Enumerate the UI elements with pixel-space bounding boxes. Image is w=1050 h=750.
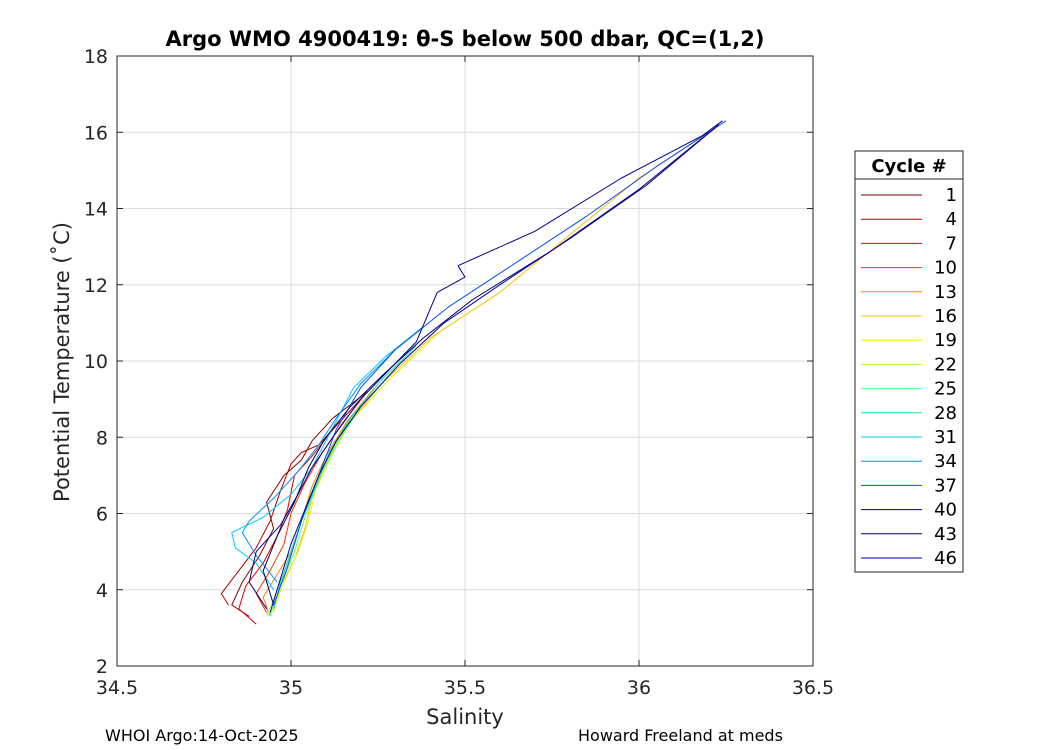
legend-label-16: 16 xyxy=(934,306,957,327)
series-line-cycle-19 xyxy=(273,333,438,609)
y-tick-label: 2 xyxy=(96,656,108,678)
legend-label-25: 25 xyxy=(934,379,957,400)
y-tick-label: 18 xyxy=(84,46,108,68)
x-axis-label: Salinity xyxy=(426,705,504,729)
legend-label-28: 28 xyxy=(934,403,957,424)
legend-label-7: 7 xyxy=(946,233,957,254)
legend-label-22: 22 xyxy=(934,354,957,375)
y-tick-label: 4 xyxy=(96,580,108,602)
legend-title: Cycle # xyxy=(871,156,946,177)
legend-entries: 1 4 7 10 13 16 19 22 25 28 31 34 37 40 43 46 xyxy=(861,185,957,569)
series-line-cycle-46 xyxy=(269,124,720,613)
legend-label-4: 4 xyxy=(946,209,957,230)
x-tick-label: 36 xyxy=(627,677,651,699)
legend-label-19: 19 xyxy=(934,330,957,351)
legend-label-34: 34 xyxy=(934,451,957,472)
series-group xyxy=(220,120,727,625)
series-line-cycle-34 xyxy=(241,349,396,583)
legend-label-40: 40 xyxy=(934,500,957,521)
y-tick-label: 16 xyxy=(84,122,108,144)
y-axis-label: Potential Temperature (˚C) xyxy=(50,222,74,502)
series-line-cycle-37 xyxy=(273,120,727,606)
chart-title: Argo WMO 4900419: θ-S below 500 dbar, QC… xyxy=(166,27,765,51)
y-tick-label: 14 xyxy=(84,199,108,221)
legend-label-46: 46 xyxy=(934,548,957,569)
footer-left: WHOI Argo:14-Oct-2025 xyxy=(105,726,299,745)
grid xyxy=(117,56,813,666)
legend-label-37: 37 xyxy=(934,475,957,496)
series-line-cycle-1 xyxy=(231,391,368,617)
legend-label-13: 13 xyxy=(934,282,957,303)
footer-right: Howard Freeland at meds xyxy=(578,726,783,745)
series-line-cycle-28 xyxy=(273,345,417,609)
legend: Cycle # 1 4 7 10 13 16 19 22 25 28 31 34 37 40 43 46 xyxy=(854,150,964,573)
x-tick-label: 35 xyxy=(279,677,303,699)
tick-labels: 34.5 35 35.5 36 36.5 2 4 6 8 10 12 14 16 18 xyxy=(84,46,834,699)
legend-label-31: 31 xyxy=(934,427,957,448)
x-tick-label: 36.5 xyxy=(792,677,834,699)
series-line-cycle-31 xyxy=(231,326,424,591)
legend-label-10: 10 xyxy=(934,258,957,279)
y-tick-label: 8 xyxy=(96,427,108,449)
y-tick-label: 10 xyxy=(84,351,108,373)
x-tick-label: 35.5 xyxy=(444,677,486,699)
y-tick-label: 12 xyxy=(84,275,108,297)
legend-box xyxy=(854,150,964,573)
x-tick-label: 34.5 xyxy=(96,677,138,699)
legend-label-1: 1 xyxy=(946,185,957,206)
y-tick-label: 6 xyxy=(96,504,108,526)
legend-label-43: 43 xyxy=(934,524,957,545)
